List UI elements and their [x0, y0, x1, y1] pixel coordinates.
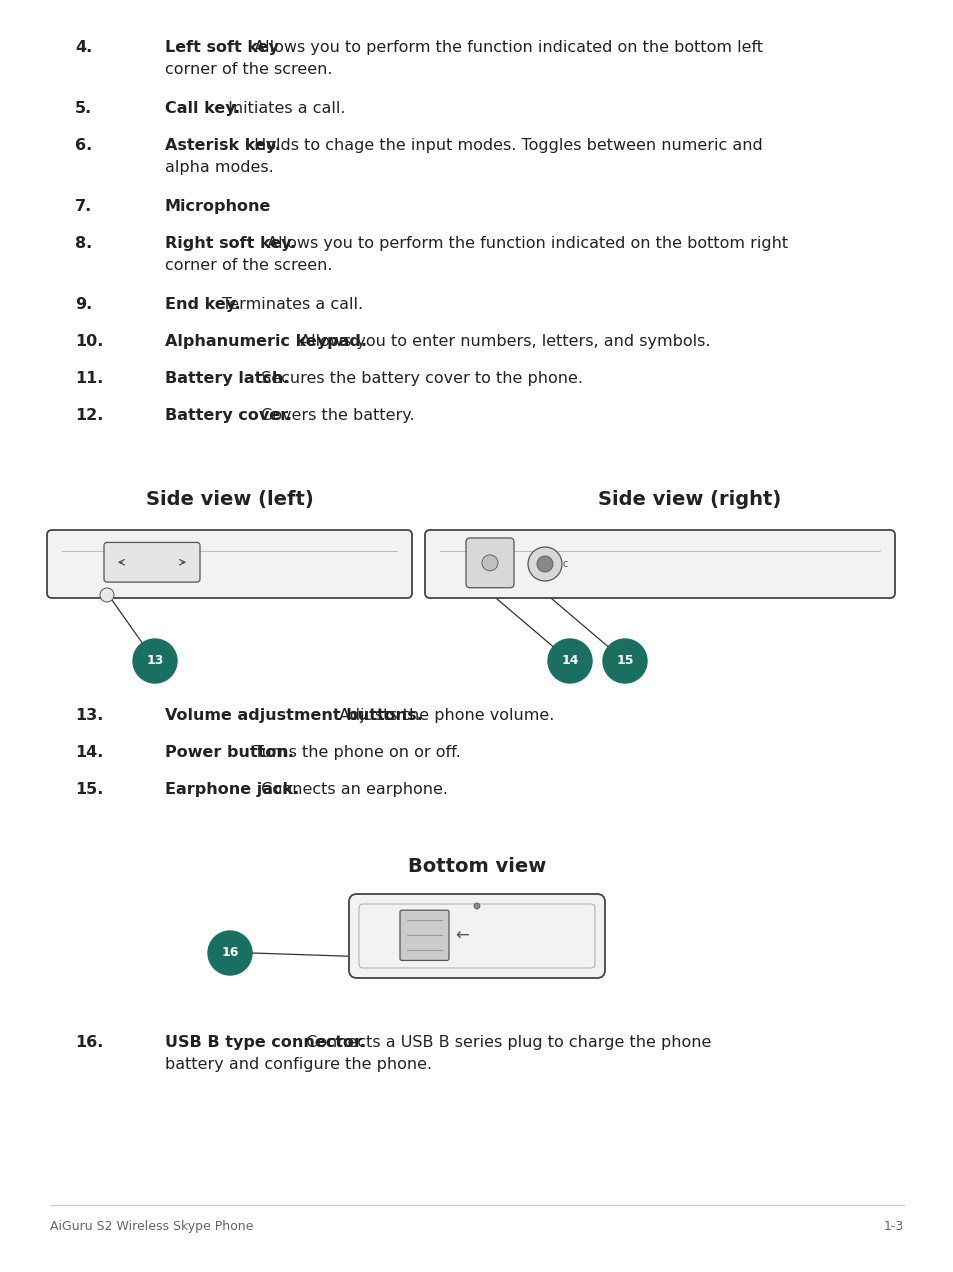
Text: 15: 15	[616, 655, 633, 668]
Text: Battery latch.: Battery latch.	[165, 371, 289, 385]
Circle shape	[602, 639, 646, 683]
Text: Alphanumeric keypad.: Alphanumeric keypad.	[165, 335, 367, 349]
Text: 16.: 16.	[75, 1035, 103, 1049]
Text: USB B type connector.: USB B type connector.	[165, 1035, 366, 1049]
Text: c: c	[562, 558, 568, 569]
Text: Turns the phone on or off.: Turns the phone on or off.	[250, 745, 460, 759]
Text: 7.: 7.	[75, 198, 92, 214]
Circle shape	[537, 556, 553, 572]
Text: AiGuru S2 Wireless Skype Phone: AiGuru S2 Wireless Skype Phone	[50, 1220, 253, 1233]
Text: Holds to chage the input modes. Toggles between numeric and: Holds to chage the input modes. Toggles …	[250, 137, 762, 153]
Circle shape	[481, 555, 497, 571]
Text: 10.: 10.	[75, 335, 103, 349]
Text: Volume adjustment buttons.: Volume adjustment buttons.	[165, 709, 422, 722]
FancyBboxPatch shape	[424, 530, 894, 598]
Circle shape	[527, 547, 561, 581]
Text: Battery cover.: Battery cover.	[165, 408, 292, 424]
Text: Left soft key: Left soft key	[165, 39, 278, 55]
Text: Covers the battery.: Covers the battery.	[255, 408, 415, 424]
Text: Call key.: Call key.	[165, 100, 240, 116]
Text: Microphone: Microphone	[165, 198, 271, 214]
Text: 8.: 8.	[75, 237, 92, 251]
FancyBboxPatch shape	[47, 530, 412, 598]
Circle shape	[474, 903, 479, 909]
Text: 14: 14	[560, 655, 578, 668]
Circle shape	[100, 588, 113, 602]
Text: Allows you to perform the function indicated on the bottom right: Allows you to perform the function indic…	[262, 237, 788, 251]
Text: End key.: End key.	[165, 296, 240, 312]
Text: Right soft key.: Right soft key.	[165, 237, 295, 251]
Text: 13: 13	[146, 655, 164, 668]
Circle shape	[132, 639, 177, 683]
Text: corner of the screen.: corner of the screen.	[165, 62, 333, 78]
Text: Initiates a call.: Initiates a call.	[223, 100, 346, 116]
Text: 6.: 6.	[75, 137, 92, 153]
Text: 16: 16	[221, 946, 238, 959]
Text: 14.: 14.	[75, 745, 103, 759]
Text: corner of the screen.: corner of the screen.	[165, 258, 333, 273]
Text: Power button.: Power button.	[165, 745, 294, 759]
Text: Adjusts the phone volume.: Adjusts the phone volume.	[334, 709, 554, 722]
Text: Terminates a call.: Terminates a call.	[216, 296, 363, 312]
Text: Allows you to enter numbers, letters, and symbols.: Allows you to enter numbers, letters, an…	[294, 335, 710, 349]
Text: alpha modes.: alpha modes.	[165, 160, 274, 176]
Text: Asterisk key.: Asterisk key.	[165, 137, 280, 153]
FancyBboxPatch shape	[349, 894, 604, 978]
Text: Side view (right): Side view (right)	[598, 490, 781, 509]
Text: Allows you to perform the function indicated on the bottom left: Allows you to perform the function indic…	[250, 39, 762, 55]
Text: Connects an earphone.: Connects an earphone.	[255, 782, 448, 798]
FancyBboxPatch shape	[399, 911, 449, 960]
Circle shape	[208, 931, 252, 976]
FancyBboxPatch shape	[465, 538, 514, 588]
Text: Earphone jack.: Earphone jack.	[165, 782, 299, 798]
Text: 1-3: 1-3	[882, 1220, 903, 1233]
Text: Bottom view: Bottom view	[408, 857, 545, 876]
FancyBboxPatch shape	[104, 542, 200, 583]
Text: Side view (left): Side view (left)	[146, 490, 314, 509]
Text: Secures the battery cover to the phone.: Secures the battery cover to the phone.	[255, 371, 582, 385]
Text: 13.: 13.	[75, 709, 103, 722]
Text: ←: ←	[455, 926, 468, 944]
Text: 4.: 4.	[75, 39, 92, 55]
Circle shape	[547, 639, 592, 683]
Text: Connects a USB B series plug to charge the phone: Connects a USB B series plug to charge t…	[301, 1035, 711, 1049]
Text: 11.: 11.	[75, 371, 103, 385]
Text: 15.: 15.	[75, 782, 103, 798]
Text: battery and configure the phone.: battery and configure the phone.	[165, 1057, 432, 1072]
Text: 9.: 9.	[75, 296, 92, 312]
Text: 5.: 5.	[75, 100, 92, 116]
Text: 12.: 12.	[75, 408, 103, 424]
